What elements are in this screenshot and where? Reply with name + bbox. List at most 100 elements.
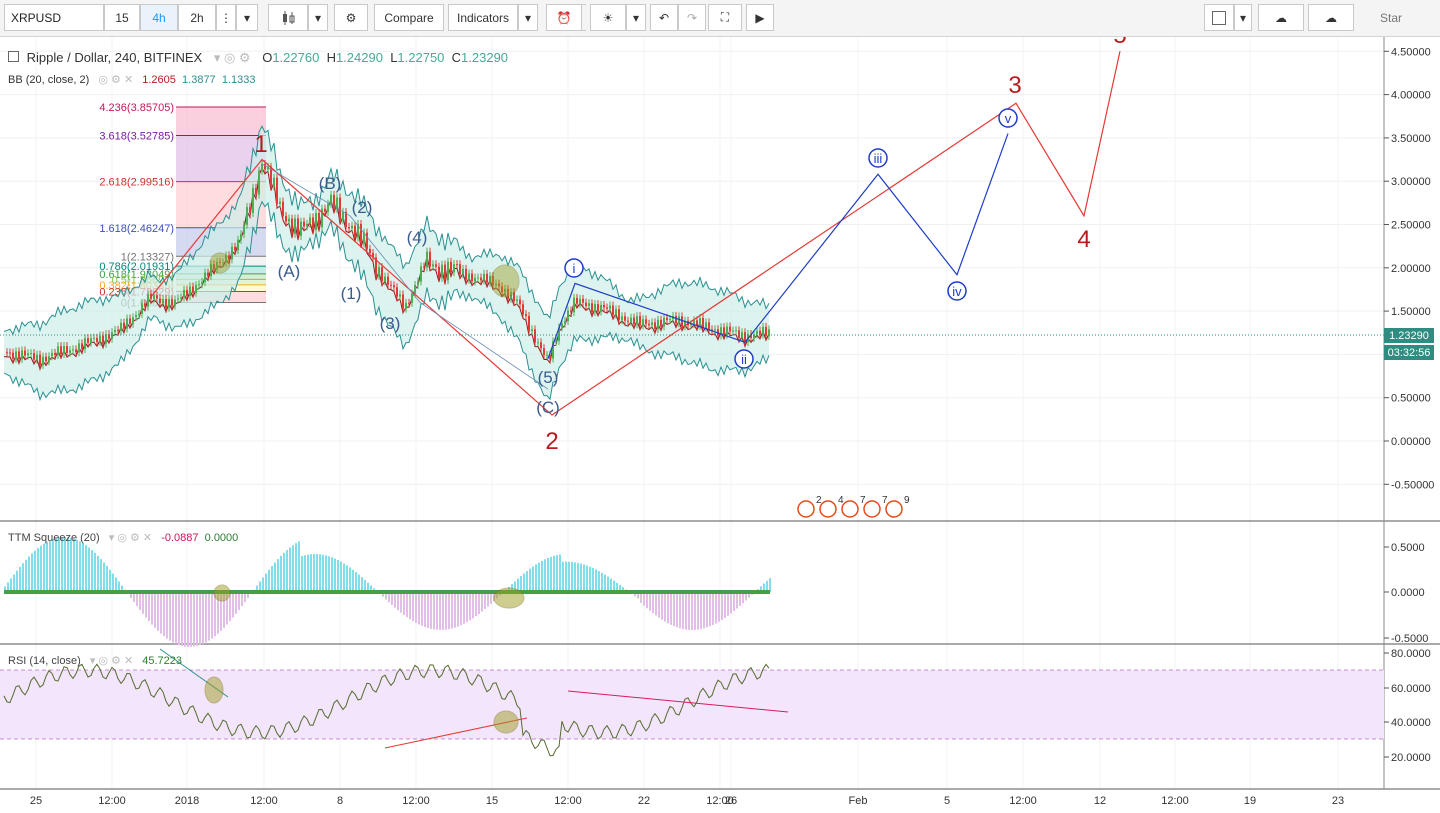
candle-body [96, 337, 98, 342]
squeeze-bar [331, 557, 333, 592]
squeeze-bar [721, 592, 723, 620]
candle-body [378, 267, 380, 276]
squeeze-bar [31, 553, 33, 592]
squeeze-bar [295, 543, 297, 592]
price-axis-label: 4.50000 [1391, 46, 1431, 58]
top-toolbar: XRPUSD 15 4h 2h ⋮ ▾ ▾ ⚙ Compare Indicato… [0, 0, 1440, 37]
squeeze-bar [256, 585, 258, 592]
load-cloud-icon[interactable]: ☁ [1308, 4, 1354, 31]
candle-body [228, 255, 230, 260]
squeeze-bar [667, 592, 669, 624]
squeeze-bar [646, 592, 648, 609]
rsi-axis-label: 20.0000 [1391, 752, 1431, 764]
squeeze-bar [112, 573, 114, 592]
candle-body [87, 338, 89, 343]
primary-wave-label: 4 [1077, 226, 1090, 253]
squeeze-bar [355, 572, 357, 592]
rsi-legend: RSI (14, close) ▾ ◎ ⚙ ✕ 45.7223 [8, 654, 182, 667]
interval-15-button[interactable]: 15 [104, 4, 140, 31]
candle-body [336, 197, 338, 210]
candle-body [573, 297, 575, 313]
squeeze-bar [547, 557, 549, 592]
replay-icon[interactable]: ▶ [746, 4, 774, 31]
squeeze-bar [583, 564, 585, 592]
star-button[interactable]: Star [1379, 10, 1402, 25]
candle-body [510, 292, 512, 299]
candle-body [6, 352, 8, 354]
squeeze-bar [328, 556, 330, 592]
candle-body [345, 211, 347, 228]
candle-body [246, 207, 248, 225]
squeeze-bar [208, 592, 210, 641]
chart-type-dropdown-icon[interactable]: ▾ [308, 4, 328, 31]
save-cloud-icon[interactable]: ☁ [1258, 4, 1304, 31]
time-axis-label: 22 [638, 795, 650, 807]
fullscreen-icon[interactable]: ⛶ [708, 4, 742, 31]
candle-body [192, 286, 194, 293]
candle-body [297, 218, 299, 236]
theme-icon[interactable]: ☀ [590, 4, 626, 31]
squeeze-bar [226, 592, 228, 625]
candle-body [723, 327, 725, 335]
candle-body [438, 266, 440, 278]
squeeze-bar [358, 574, 360, 592]
collapse-icon[interactable] [8, 51, 19, 62]
squeeze-bar [685, 592, 687, 630]
alert-icon[interactable]: ⏰ [546, 4, 582, 31]
squeeze-bar [352, 569, 354, 592]
squeeze-bar [415, 592, 417, 623]
candle-body [597, 304, 599, 312]
legend-buttons-icon[interactable]: ▾ ◎ ⚙ [213, 50, 251, 65]
candle-body [276, 177, 278, 204]
candle-body [729, 326, 731, 332]
interval-dropdown-icon[interactable]: ▾ [236, 4, 258, 31]
layout-dropdown-icon[interactable]: ▾ [1234, 4, 1252, 31]
indicators-dropdown-icon[interactable]: ▾ [518, 4, 538, 31]
settings-icon[interactable]: ⚙ [334, 4, 368, 31]
compare-button[interactable]: Compare [374, 4, 444, 31]
candle-body [135, 315, 137, 318]
candle-body [60, 346, 62, 354]
squeeze-bar [622, 587, 624, 592]
interval-more-icon[interactable]: ⋮ [216, 4, 236, 31]
candle-body [471, 273, 473, 282]
squeeze-bar [319, 554, 321, 592]
candle-body [528, 315, 530, 332]
rsi-buttons-icon[interactable]: ▾ ◎ ⚙ ✕ [89, 655, 134, 667]
interval-2h-button[interactable]: 2h [178, 4, 216, 31]
squeeze-bar [763, 583, 765, 592]
squeeze-axis-label: 0.5000 [1391, 542, 1425, 554]
chart-canvas[interactable]: 4.236(3.85705) 3.618(3.52785) 2.618(2.9951… [0, 37, 1440, 813]
squeeze-buttons-icon[interactable]: ▾ ◎ ⚙ ✕ [108, 532, 153, 544]
candle-body [663, 317, 665, 327]
squeeze-bar [214, 592, 216, 637]
candle-body [273, 177, 275, 187]
layout-icon[interactable] [1204, 4, 1234, 31]
squeeze-bar [724, 592, 726, 618]
squeeze-bar [454, 592, 456, 628]
price-axis-label: 3.50000 [1391, 133, 1431, 145]
chart-area[interactable]: 4.236(3.85705) 3.618(3.52785) 2.618(2.9951… [0, 37, 1440, 813]
sub-wave-label: (B) [319, 174, 342, 193]
redo-icon[interactable]: ↷ [678, 4, 706, 31]
indicators-button[interactable]: Indicators [448, 4, 518, 31]
candles-icon[interactable] [268, 4, 308, 31]
candle-body [414, 284, 416, 294]
candle-body [492, 275, 494, 286]
squeeze-bar [607, 576, 609, 592]
candle-body [57, 346, 59, 355]
candle-body [669, 319, 671, 321]
interval-4h-button[interactable]: 4h [140, 4, 178, 31]
candle-body [198, 284, 200, 286]
theme-dropdown-icon[interactable]: ▾ [626, 4, 646, 31]
undo-icon[interactable]: ↶ [650, 4, 678, 31]
time-axis-label: 15 [486, 795, 498, 807]
squeeze-bar [199, 592, 201, 646]
squeeze-bar [73, 538, 75, 592]
bb-buttons-icon[interactable]: ◎ ⚙ ✕ [98, 74, 134, 86]
symbol-input[interactable]: XRPUSD [4, 4, 104, 31]
candle-body [603, 304, 605, 308]
candle-body [402, 294, 404, 309]
fib-level-label: 0.786(2.01931) [99, 261, 174, 273]
candle-body [465, 268, 467, 280]
